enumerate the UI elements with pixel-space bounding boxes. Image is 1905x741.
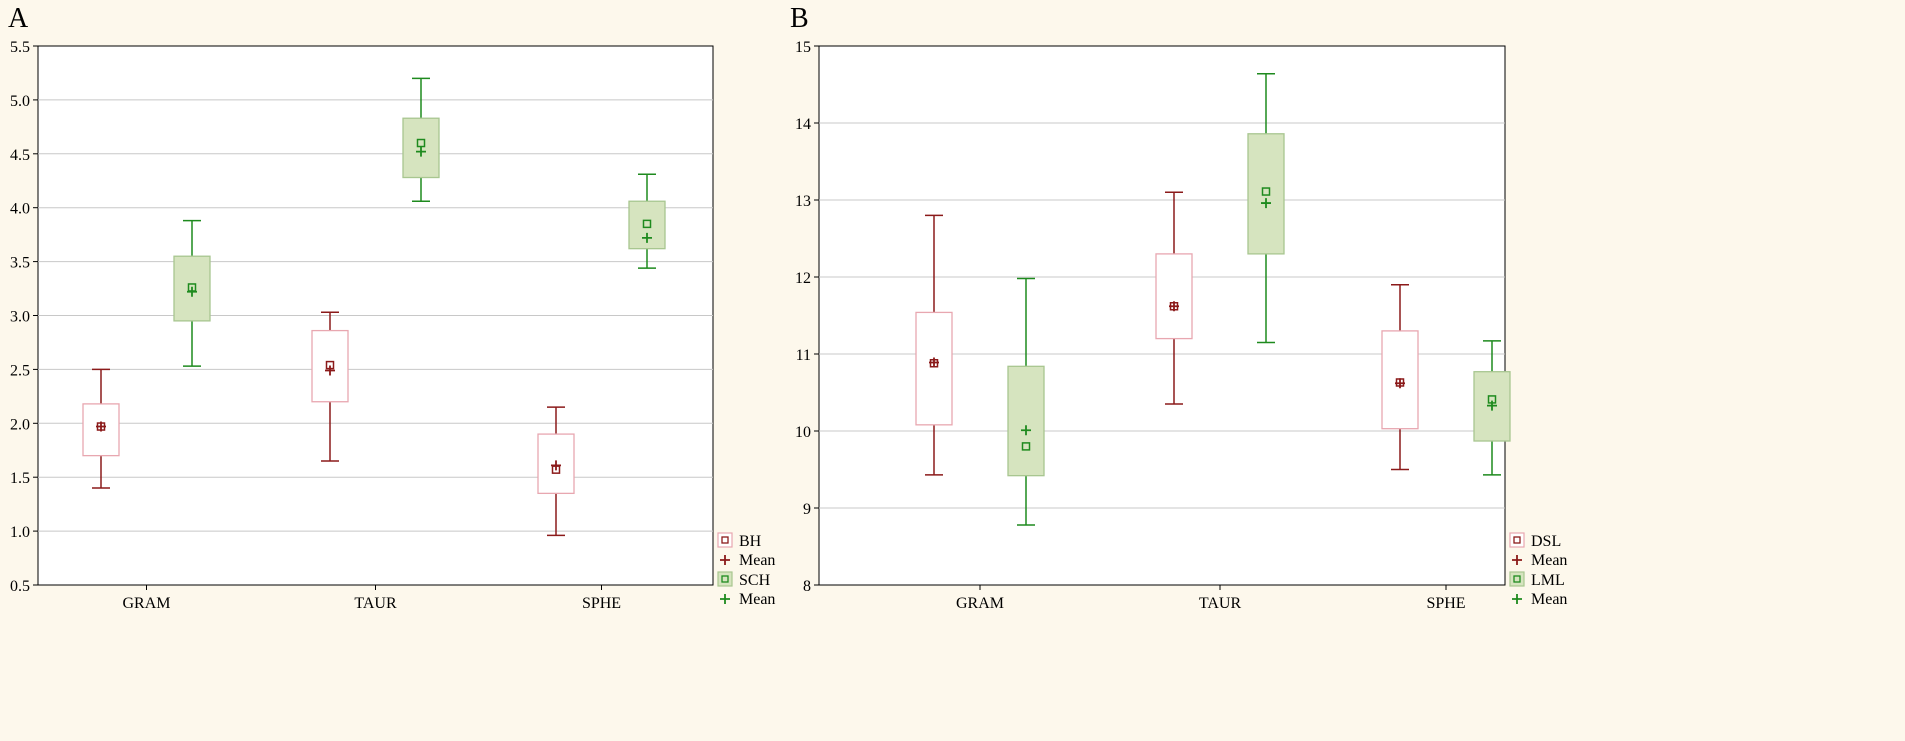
legend-swatch-dsl	[1509, 532, 1525, 548]
legend-swatch-sch	[717, 571, 733, 587]
y-tick-label: 2.0	[10, 416, 30, 433]
median-marker-lml-gram	[1021, 442, 1031, 451]
y-tick-label: 0.5	[10, 578, 30, 595]
mean-marker-sch-taur	[416, 146, 426, 157]
median-marker-lml-taur	[1261, 187, 1271, 196]
box-dsl-gram	[915, 311, 953, 426]
x-tick-label-taur: TAUR	[354, 595, 397, 612]
legend-mean-label-dsl: Mean	[1531, 552, 1567, 569]
legend-mean-icon-sch	[720, 594, 730, 604]
x-tick-label-sphe: SPHE	[582, 595, 621, 612]
legend-mean-label-bh: Mean	[739, 552, 775, 569]
legend-mean-label-sch: Mean	[739, 591, 775, 608]
x-tick-label-gram: GRAM	[122, 595, 170, 612]
y-tick-label: 2.5	[10, 362, 30, 379]
legend-label-sch: SCH	[739, 572, 771, 589]
y-tick-label: 13	[795, 193, 811, 210]
y-tick-label: 10	[795, 424, 811, 441]
panel-label: B	[790, 3, 809, 34]
legend-label-bh: BH	[739, 533, 762, 550]
mean-marker-bh-sphe	[551, 460, 561, 471]
y-tick-label: 11	[796, 347, 811, 364]
y-tick-label: 3.0	[10, 309, 30, 326]
x-tick-label-sphe: SPHE	[1426, 595, 1465, 612]
median-marker-sch-sphe	[642, 219, 652, 229]
box-lml-gram	[1007, 365, 1045, 477]
legend-mean-icon-dsl	[1512, 555, 1522, 565]
legend-mean-icon-bh	[720, 555, 730, 565]
y-tick-label: 5.5	[10, 39, 30, 56]
box-dsl-sphe	[1381, 330, 1419, 430]
y-tick-label: 9	[803, 501, 811, 518]
y-tick-label: 3.5	[10, 255, 30, 272]
legend-label-dsl: DSL	[1531, 533, 1561, 550]
y-tick-label: 5.0	[10, 93, 30, 110]
panel-label: A	[8, 3, 29, 34]
legend-mean-icon-lml	[1512, 594, 1522, 604]
legend-median-icon-sch	[721, 575, 729, 583]
y-tick-label: 1.5	[10, 470, 30, 487]
x-tick-label-gram: GRAM	[956, 595, 1004, 612]
mean-marker-dsl-sphe	[1395, 378, 1405, 389]
y-tick-label: 14	[795, 116, 811, 133]
median-marker-sch-taur	[416, 138, 426, 148]
mean-marker-sch-gram	[187, 286, 197, 297]
mean-marker-bh-taur	[325, 365, 335, 376]
y-tick-label: 1.0	[10, 524, 30, 541]
y-tick-label: 8	[803, 578, 811, 595]
mean-marker-bh-gram	[96, 421, 106, 432]
legend-swatch-bh	[717, 532, 733, 548]
y-tick-label: 15	[795, 39, 811, 56]
legend-median-icon-lml	[1513, 575, 1521, 583]
mean-marker-dsl-gram	[929, 357, 939, 368]
legend-label-lml: LML	[1531, 572, 1565, 589]
x-tick-label-taur: TAUR	[1199, 595, 1242, 612]
box-lml-taur	[1247, 133, 1285, 255]
mean-marker-sch-sphe	[642, 232, 652, 243]
box-dsl-taur	[1155, 253, 1193, 340]
panel-b: B 8 9 10 11 12 13 14 15 GRAM TAUR SPHE DSL Mean LML Mea…	[790, 3, 1567, 612]
legend-median-icon-dsl	[1513, 536, 1521, 544]
legend-mean-label-lml: Mean	[1531, 591, 1567, 608]
mean-marker-lml-gram	[1021, 425, 1031, 436]
y-tick-label: 12	[795, 270, 811, 287]
mean-marker-lml-sphe	[1487, 400, 1497, 411]
panel-a: A 0.5 1.0 1.5 2.0 2.5 3.0 3.5 4.0 4.5 5.0 5.5 GRAM TA…	[8, 3, 775, 612]
y-tick-label: 4.5	[10, 147, 30, 164]
legend-median-icon-bh	[721, 536, 729, 544]
mean-marker-lml-taur	[1261, 198, 1271, 209]
mean-marker-dsl-taur	[1169, 301, 1179, 312]
y-tick-label: 4.0	[10, 201, 30, 218]
legend-swatch-lml	[1509, 571, 1525, 587]
